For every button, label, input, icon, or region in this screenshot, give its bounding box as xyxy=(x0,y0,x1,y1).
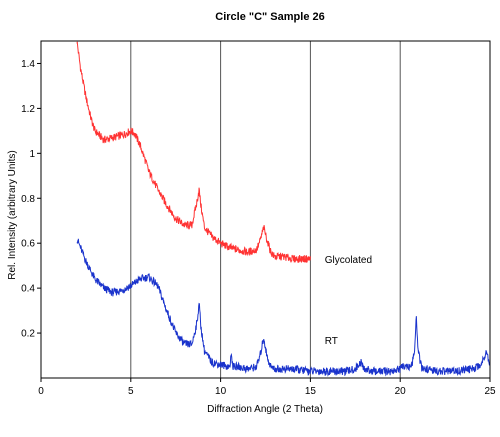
series-line-rt xyxy=(76,238,491,377)
plot-area: 0 5 10 15 20 25 0.2 0.4 0.6 0.8 1 1.2 1.4 Glycolate… xyxy=(21,40,496,397)
series-label-glycolated: Glycolated xyxy=(325,255,372,266)
x-axis-label: Diffraction Angle (2 Theta) xyxy=(207,404,323,415)
y-axis-ticks: 0.2 0.4 0.6 0.8 1 1.2 1.4 xyxy=(21,59,41,340)
x-tick-label: 20 xyxy=(395,386,407,397)
x-tick-label: 25 xyxy=(484,386,496,397)
x-tick-label: 15 xyxy=(305,386,317,397)
x-tick-label: 5 xyxy=(128,386,134,397)
y-axis-label: Rel. Intensity (arbitrary Units) xyxy=(7,150,18,279)
series-layer xyxy=(76,41,491,377)
y-tick-label: 0.2 xyxy=(21,329,35,340)
y-tick-label: 0.8 xyxy=(21,194,35,205)
gridlines xyxy=(130,41,401,378)
y-tick-label: 0.4 xyxy=(21,284,35,295)
y-tick-label: 1.2 xyxy=(21,104,35,115)
plot-frame xyxy=(40,40,491,379)
y-tick-label: 1.4 xyxy=(21,59,35,70)
y-tick-label: 1 xyxy=(29,149,35,160)
x-axis-ticks: 0 5 10 15 20 25 xyxy=(38,378,496,397)
x-tick-label: 10 xyxy=(215,386,227,397)
x-tick-label: 0 xyxy=(38,386,44,397)
y-tick-label: 0.6 xyxy=(21,239,35,250)
chart-title: Circle "C" Sample 26 xyxy=(215,11,324,23)
series-labels: Glycolated RT xyxy=(325,255,372,347)
series-label-rt: RT xyxy=(325,336,338,347)
series-line-glycolated xyxy=(76,41,311,263)
